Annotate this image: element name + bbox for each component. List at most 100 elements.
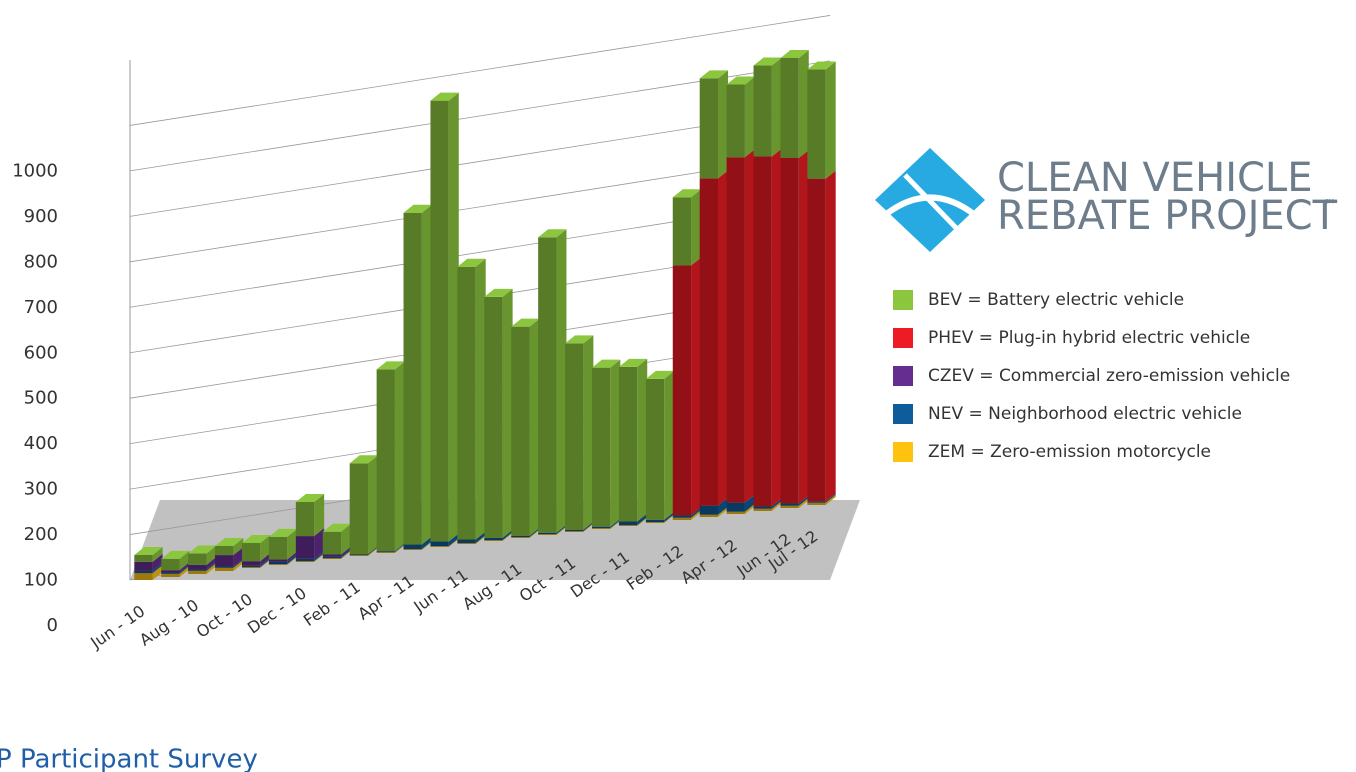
bar-segment [188, 553, 207, 565]
bar-segment [215, 566, 234, 568]
bar-segment [268, 559, 288, 562]
bar-segment [268, 564, 288, 565]
bar-side [475, 535, 486, 544]
bar-segment [618, 366, 638, 522]
bar-segment [322, 554, 342, 557]
y-tick-label: 600 [24, 342, 58, 363]
legend-label: ZEM = Zero-emission motorcycle [928, 442, 1211, 462]
bar-side [556, 524, 567, 535]
bar-segment [430, 541, 449, 547]
bar-segment [753, 506, 772, 509]
bar-side [691, 509, 702, 520]
bar-segment [403, 544, 422, 550]
bar-side [260, 553, 271, 566]
bar-segment [699, 178, 718, 506]
bar-side [475, 531, 486, 544]
bar-top [672, 189, 702, 198]
bar-segment [672, 515, 692, 518]
bar-segment [807, 178, 826, 502]
bar-side [691, 189, 702, 266]
bar-segment [349, 554, 368, 556]
bar-side [744, 494, 755, 512]
bar-top [807, 61, 836, 70]
bar-segment [349, 555, 368, 556]
bar-segment [430, 546, 449, 547]
bar-side [637, 513, 648, 526]
bar-segment [538, 532, 557, 535]
bar-side [556, 526, 567, 535]
y-tick-label: 900 [24, 206, 58, 227]
bar-segment [403, 212, 422, 545]
logo-mark: SM [1325, 199, 1334, 206]
bar-side [314, 494, 325, 537]
bar-segment [699, 514, 718, 517]
bar-side [179, 564, 190, 574]
bar-segment [511, 326, 530, 536]
bar-top [565, 335, 594, 344]
bar-segment [484, 296, 503, 538]
bar-segment [780, 503, 799, 506]
bar-side [368, 455, 378, 555]
bar-side [152, 553, 163, 571]
bar-side [421, 204, 432, 545]
bar-side [287, 553, 298, 565]
bar-side [664, 511, 675, 523]
bar-segment [295, 558, 315, 562]
bar-side [610, 518, 621, 529]
logo-line1: CLEAN VEHICLE [997, 155, 1313, 201]
bar-side [341, 523, 352, 555]
bar-segment [161, 572, 180, 574]
y-tick-label: 500 [24, 388, 58, 409]
bar-segment [188, 570, 207, 574]
bar-side [341, 548, 352, 559]
bar-segment [376, 369, 395, 552]
y-tick-label: 800 [24, 251, 58, 272]
bar-top [484, 288, 513, 297]
bar-side [718, 497, 728, 515]
bar-side [233, 559, 244, 571]
bar-side [448, 92, 459, 542]
bar-side [152, 547, 163, 562]
bar-top [780, 50, 809, 58]
bar-side [664, 514, 675, 523]
bar-top [376, 361, 405, 370]
bar-side [206, 545, 217, 565]
bar-top [349, 455, 378, 464]
bar-segment [484, 537, 503, 541]
bar-segment [592, 528, 611, 529]
bar-side [691, 257, 702, 516]
bar-side [179, 565, 190, 577]
bar-side [825, 61, 836, 179]
bar-side [448, 538, 459, 547]
bar-side [421, 536, 432, 550]
bar-side [287, 528, 298, 560]
bar-side [583, 523, 594, 532]
bar-segment [188, 564, 207, 570]
bar-side [233, 538, 244, 556]
legend-swatch [893, 290, 913, 310]
legend-swatch [893, 442, 913, 462]
bar-segment [295, 502, 315, 537]
bar-segment [134, 570, 153, 574]
bar-side [744, 76, 755, 158]
bar-top [511, 318, 540, 327]
bar-segment [242, 543, 261, 562]
bar-top [592, 359, 621, 368]
bar-segment [592, 526, 611, 529]
bar-segment [538, 237, 557, 533]
bar-segment [134, 573, 153, 580]
bar-side [314, 550, 325, 562]
logo-icon [875, 148, 985, 252]
bar-side [610, 359, 621, 527]
legend-swatch [893, 366, 913, 386]
bar-side [394, 543, 405, 553]
bar-side [771, 57, 782, 157]
bar-segment [161, 570, 180, 573]
bar-segment [457, 543, 476, 544]
bar-segment [215, 555, 234, 567]
x-tick-label: Jun - 10 [86, 601, 148, 652]
bar-segment [780, 505, 799, 508]
x-tick-label: Oct - 10 [193, 589, 256, 641]
legend-swatch [893, 404, 913, 424]
